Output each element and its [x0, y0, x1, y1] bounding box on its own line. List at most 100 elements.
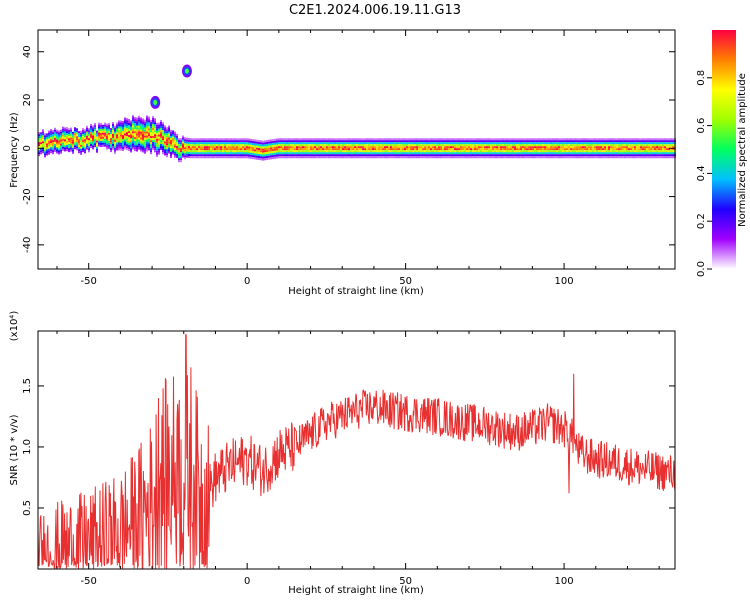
heatmap-cell — [286, 154, 288, 157]
heatmap-cell — [246, 146, 248, 149]
heatmap-cell — [652, 148, 654, 151]
heatmap-cell — [360, 140, 362, 143]
heatmap-cell — [240, 144, 242, 147]
heatmap-cell — [232, 146, 234, 149]
heatmap-cell — [122, 139, 124, 142]
heatmap-cell — [652, 146, 654, 149]
heatmap-cell — [78, 139, 80, 142]
heatmap-cell — [98, 140, 100, 143]
heatmap-cell — [178, 152, 180, 155]
heatmap-cell — [328, 138, 330, 141]
heatmap-cell — [130, 146, 132, 149]
heatmap-cell — [174, 149, 176, 152]
heatmap-cell — [296, 140, 298, 143]
heatmap-cell — [196, 142, 198, 145]
heatmap-cell — [596, 154, 598, 157]
heatmap-cell — [122, 131, 124, 134]
heatmap-cell — [140, 131, 142, 134]
heatmap-cell — [360, 144, 362, 147]
heatmap-cell — [216, 150, 218, 153]
heatmap-cell — [556, 148, 558, 151]
heatmap-cell — [342, 156, 344, 159]
heatmap-cell — [554, 138, 556, 141]
heatmap-cell — [286, 148, 288, 151]
heatmap-cell — [280, 152, 282, 155]
heatmap-cell — [158, 132, 160, 135]
heatmap-cell — [356, 148, 358, 151]
heatmap-cell — [166, 143, 168, 146]
heatmap-cell — [452, 144, 454, 147]
heatmap-cell — [294, 150, 296, 153]
heatmap-cell — [512, 138, 514, 141]
heatmap-cell — [408, 148, 410, 151]
heatmap-cell — [332, 138, 334, 141]
heatmap-cell — [346, 144, 348, 147]
heatmap-cell — [160, 131, 162, 134]
heatmap-cell — [210, 150, 212, 153]
heatmap-cell — [486, 156, 488, 159]
heatmap-cell — [238, 156, 240, 159]
heatmap-cell — [138, 147, 140, 150]
heatmap-cell — [154, 128, 156, 131]
heatmap-cell — [672, 144, 674, 147]
heatmap-cell — [130, 130, 132, 133]
heatmap-cell — [120, 136, 122, 139]
heatmap-cell — [244, 156, 246, 159]
heatmap-cell — [398, 140, 400, 143]
heatmap-cell — [648, 156, 650, 159]
heatmap-cell — [614, 152, 616, 155]
heatmap-cell — [144, 139, 146, 142]
heatmap-cell — [354, 138, 356, 141]
heatmap-cell — [384, 150, 386, 153]
heatmap-cell — [564, 144, 566, 147]
heatmap-cell — [252, 151, 254, 154]
heatmap-cell — [246, 152, 248, 155]
heatmap-cell — [118, 136, 120, 139]
heatmap-cell — [174, 141, 176, 144]
heatmap-cell — [386, 138, 388, 141]
heatmap-cell — [268, 147, 270, 150]
heatmap-cell — [340, 150, 342, 153]
heatmap-cell — [486, 148, 488, 151]
heatmap-cell — [242, 142, 244, 145]
heatmap-cell — [360, 148, 362, 151]
heatmap-cell — [90, 125, 92, 128]
heatmap-cell — [546, 144, 548, 147]
heatmap-cell — [634, 138, 636, 141]
heatmap-cell — [328, 144, 330, 147]
heatmap-cell — [584, 144, 586, 147]
heatmap-cell — [568, 146, 570, 149]
heatmap-cell — [438, 142, 440, 145]
heatmap-cell — [390, 148, 392, 151]
heatmap-cell — [264, 148, 266, 151]
heatmap-cell — [448, 140, 450, 143]
heatmap-cell — [326, 138, 328, 141]
heatmap-cell — [618, 156, 620, 159]
heatmap-cell — [122, 145, 124, 148]
heatmap-cell — [444, 140, 446, 143]
heatmap-cell — [92, 133, 94, 136]
heatmap-cell — [608, 138, 610, 141]
heatmap-cell — [606, 146, 608, 149]
heatmap-cell — [218, 154, 220, 157]
heatmap-cell — [634, 154, 636, 157]
heatmap-cell — [452, 146, 454, 149]
heatmap-cell — [66, 145, 68, 148]
heatmap-cell — [64, 129, 66, 132]
heatmap-cell — [198, 144, 200, 147]
heatmap-cell — [444, 146, 446, 149]
heatmap-cell — [434, 138, 436, 141]
heatmap-cell — [420, 156, 422, 159]
heatmap-cell — [136, 121, 138, 124]
heatmap-cell — [194, 146, 196, 149]
heatmap-cell — [198, 138, 200, 141]
heatmap-cell — [558, 150, 560, 153]
heatmap-cell — [162, 134, 164, 137]
heatmap-cell — [528, 150, 530, 153]
heatmap-cell — [454, 148, 456, 151]
heatmap-cell — [514, 138, 516, 141]
heatmap-cell — [430, 150, 432, 153]
heatmap-cell — [488, 146, 490, 149]
heatmap-cell — [310, 154, 312, 157]
heatmap-cell — [512, 148, 514, 151]
